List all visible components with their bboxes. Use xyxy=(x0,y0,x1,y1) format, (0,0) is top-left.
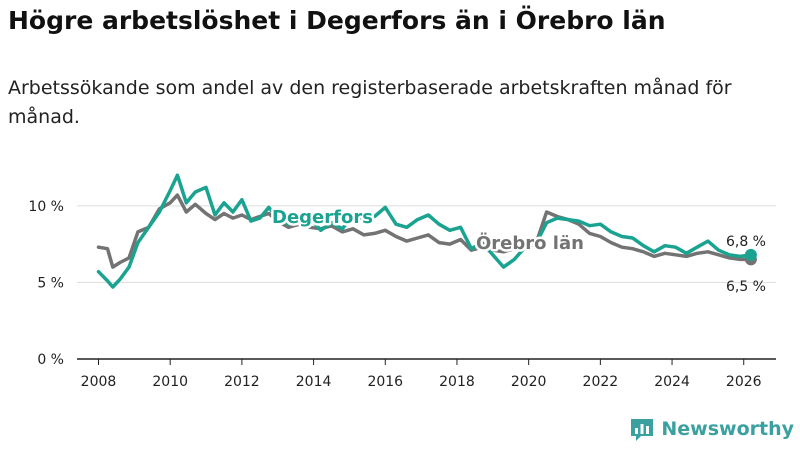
value-label-degerfors: 6,8 % xyxy=(726,234,766,250)
y-tick-label: 5 % xyxy=(37,275,64,291)
y-tick-label: 10 % xyxy=(28,199,64,215)
brand-name: Newsworthy xyxy=(661,418,794,440)
chart-subtitle: Arbetssökande som andel av den registerb… xyxy=(8,77,732,128)
y-tick-label: 0 % xyxy=(37,352,64,368)
brand-logo: Newsworthy xyxy=(629,416,794,442)
x-tick-label: 2012 xyxy=(224,374,260,390)
x-tick-label: 2018 xyxy=(439,374,475,390)
x-tick-label: 2008 xyxy=(81,374,117,390)
value-label-orebro: 6,5 % xyxy=(726,279,766,295)
x-tick-label: 2022 xyxy=(583,374,619,390)
series-line-orebro xyxy=(96,193,753,269)
x-tick-label: 2026 xyxy=(726,374,762,390)
x-tick-label: 2010 xyxy=(152,374,188,390)
chart-title: Högre arbetslöshet i Degerfors än i Öreb… xyxy=(8,6,666,35)
series-label-degerfors: Degerfors xyxy=(272,207,373,228)
x-tick-label: 2014 xyxy=(296,374,332,390)
x-tick-label: 2024 xyxy=(654,374,690,390)
endpoint-marker-degerfors xyxy=(744,248,757,261)
x-tick-label: 2020 xyxy=(511,374,547,390)
x-tick-label: 2016 xyxy=(367,374,403,390)
newsworthy-icon xyxy=(631,419,654,441)
series-label-orebro: Örebro län xyxy=(476,232,584,254)
series-line-degerfors xyxy=(96,173,753,289)
